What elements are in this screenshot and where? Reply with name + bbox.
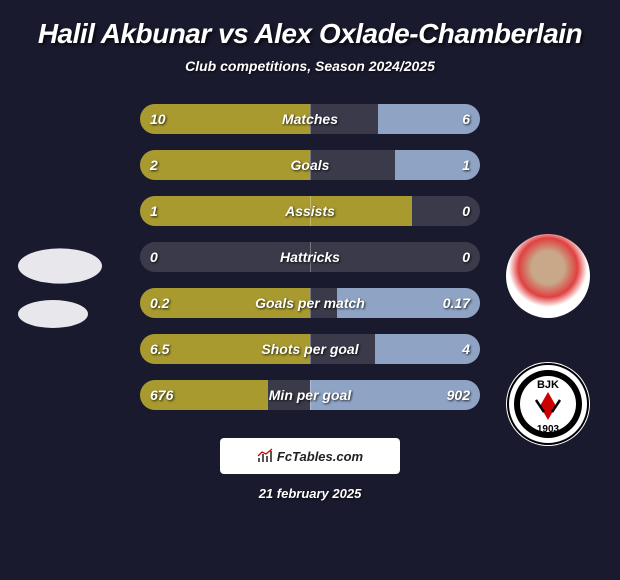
- stats-rows: Matches106Goals21Assists10Hattricks00Goa…: [0, 104, 620, 410]
- stat-value-right: 4: [462, 334, 470, 364]
- stat-value-left: 0: [150, 242, 158, 272]
- chart-icon: [257, 448, 273, 464]
- stat-label: Matches: [140, 104, 480, 134]
- stat-value-left: 1: [150, 196, 158, 226]
- site-badge-label: FcTables.com: [277, 449, 363, 464]
- stat-value-left: 676: [150, 380, 173, 410]
- stat-value-right: 1: [462, 150, 470, 180]
- stat-label: Hattricks: [140, 242, 480, 272]
- stat-row: Goals2 1: [140, 150, 480, 180]
- comparison-chart: BJK 1903 Matches106Goals21Assists10Hattr…: [0, 104, 620, 410]
- stat-row: Assists1 0: [140, 196, 480, 226]
- footer-date: 21 february 2025: [0, 486, 620, 501]
- stat-value-right: 902: [447, 380, 470, 410]
- stat-label: Goals: [140, 150, 480, 180]
- stat-value-right: 6: [462, 104, 470, 134]
- stat-row: Matches10 6: [140, 104, 480, 134]
- stat-label: Min per goal: [140, 380, 480, 410]
- svg-text:1903: 1903: [537, 424, 560, 435]
- stat-row: Shots per goal6.5 4: [140, 334, 480, 364]
- site-badge[interactable]: FcTables.com: [220, 438, 400, 474]
- stat-row: Hattricks0 0: [140, 242, 480, 272]
- subtitle: Club competitions, Season 2024/2025: [0, 58, 620, 74]
- stat-value-left: 0.2: [150, 288, 169, 318]
- stat-row: Goals per match0.2 0.17: [140, 288, 480, 318]
- page-title: Halil Akbunar vs Alex Oxlade-Chamberlain: [0, 0, 620, 58]
- stat-value-left: 10: [150, 104, 166, 134]
- stat-label: Assists: [140, 196, 480, 226]
- stat-label: Shots per goal: [140, 334, 480, 364]
- stat-label: Goals per match: [140, 288, 480, 318]
- stat-value-right: 0: [462, 196, 470, 226]
- stat-value-right: 0: [462, 242, 470, 272]
- stat-value-left: 2: [150, 150, 158, 180]
- stat-value-right: 0.17: [443, 288, 470, 318]
- stat-value-left: 6.5: [150, 334, 169, 364]
- stat-row: Min per goal676 902: [140, 380, 480, 410]
